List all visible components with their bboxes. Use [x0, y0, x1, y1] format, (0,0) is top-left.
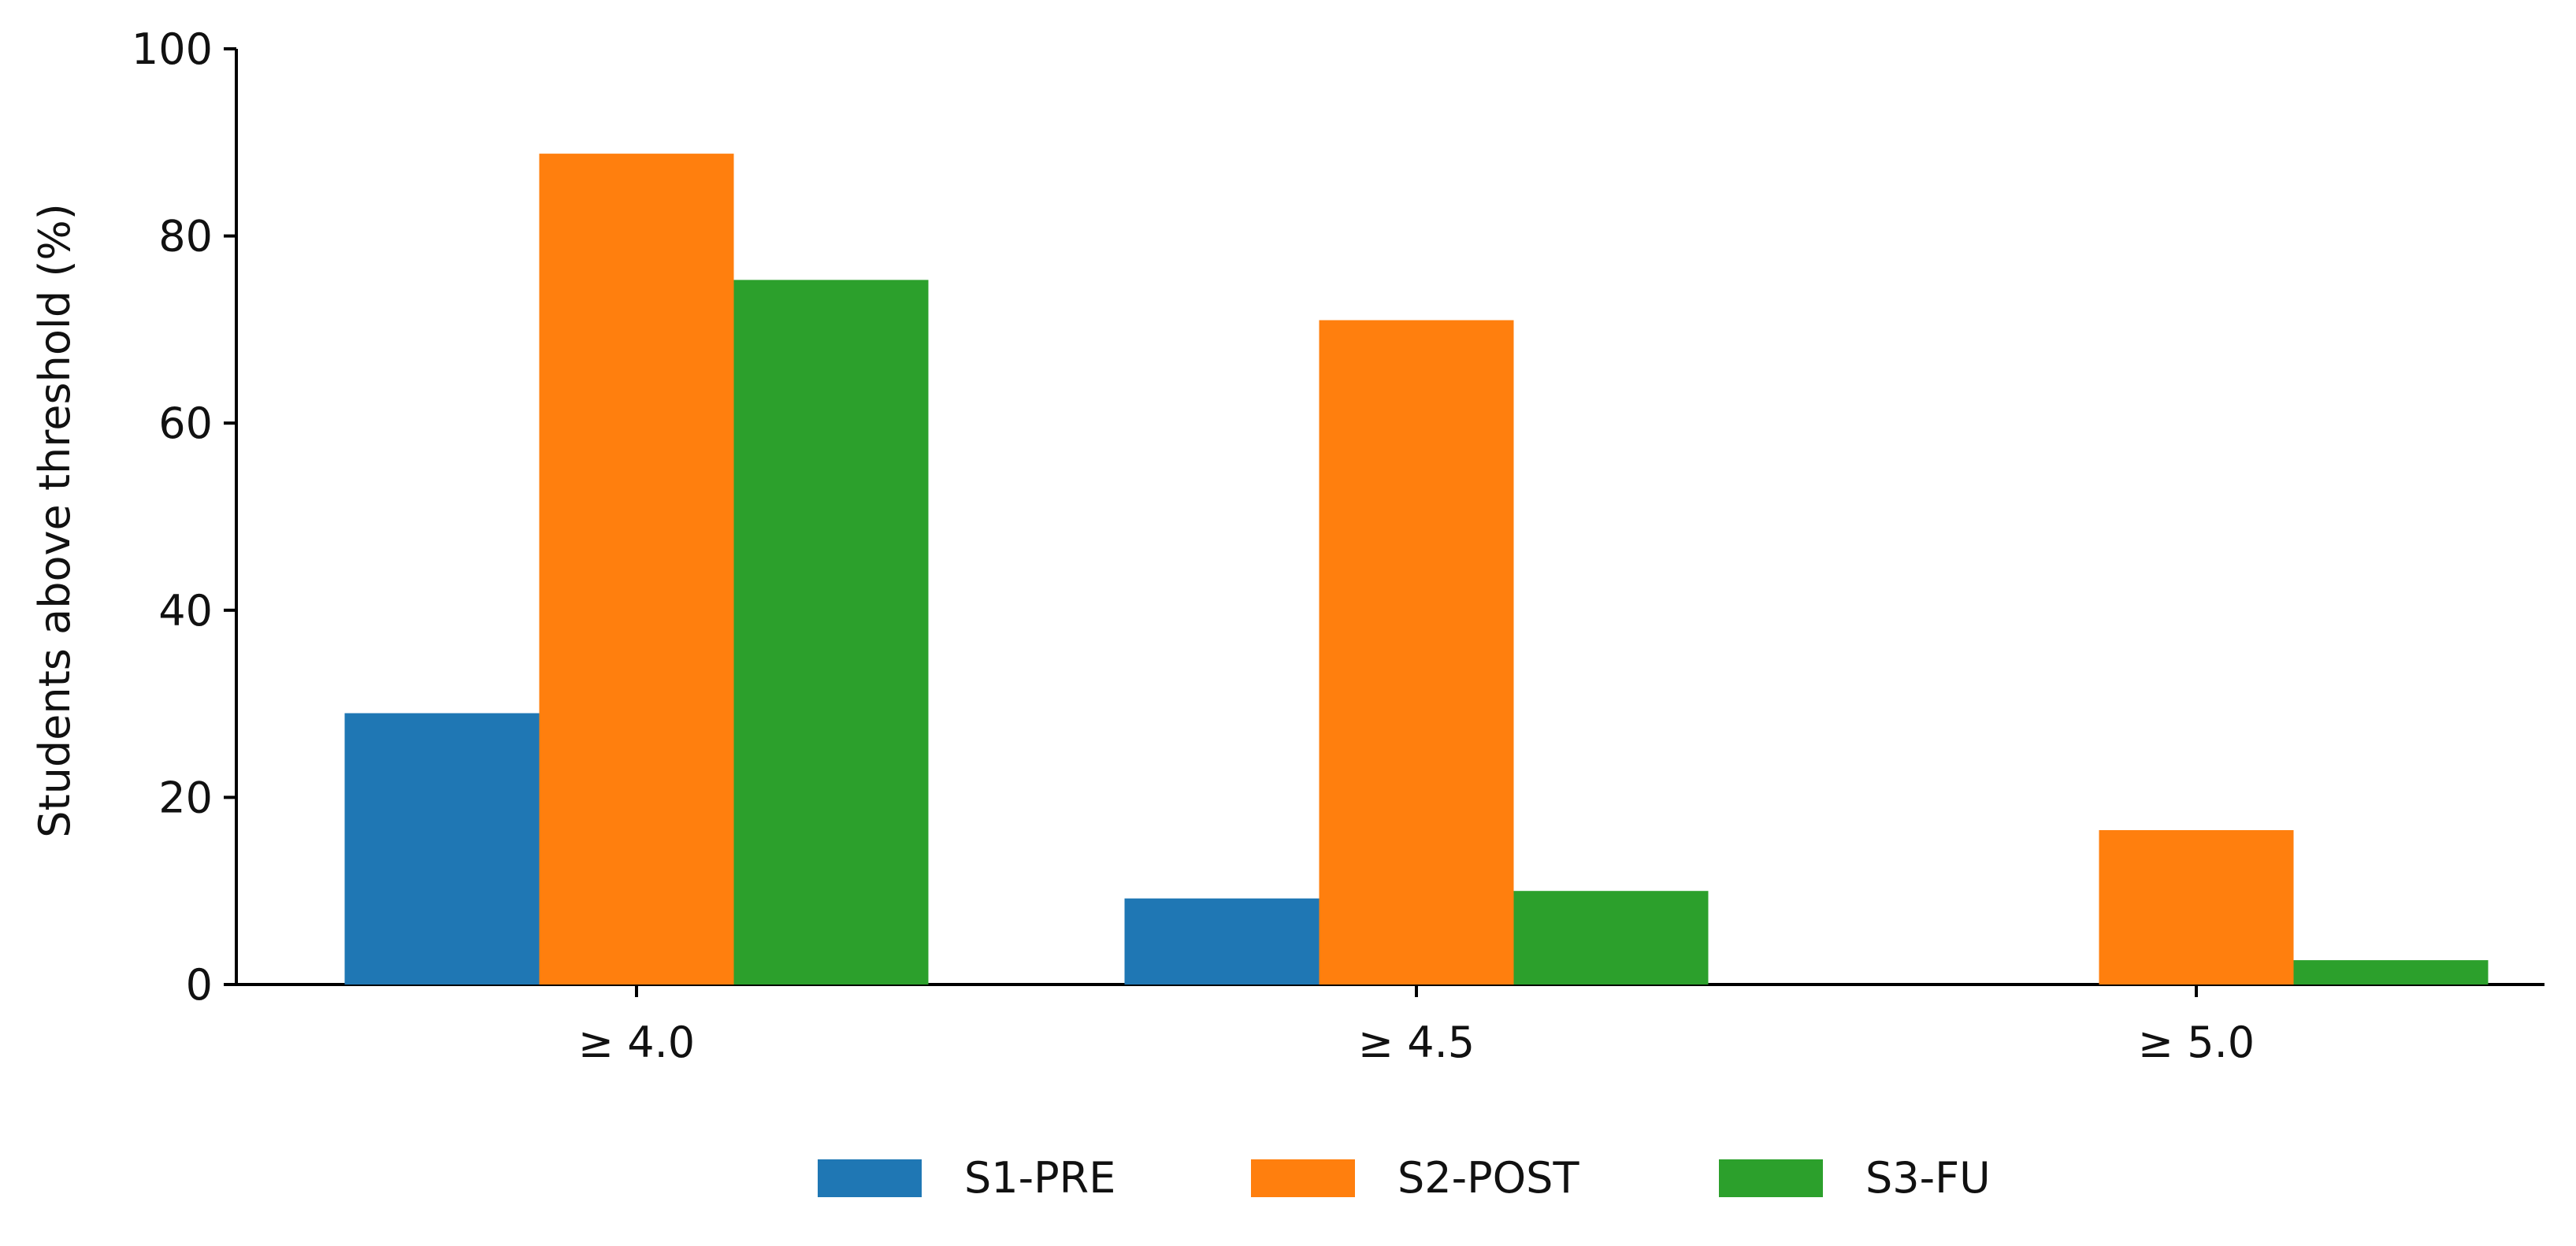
legend-label-s3-fu: S3-FU	[1865, 1153, 1991, 1203]
bar-s1-pre-2	[1124, 898, 1320, 985]
y-tick-label: 40	[158, 586, 213, 636]
legend: S1-PRE S2-POST S3-FU	[818, 1153, 1991, 1203]
legend-label-s2-post: S2-POST	[1397, 1153, 1579, 1203]
x-tick-label: ≥ 4.0	[578, 1018, 695, 1067]
legend-label-s1-pre: S1-PRE	[964, 1153, 1115, 1203]
legend-swatch-s1-pre	[818, 1159, 922, 1197]
bar-s2-post-3	[2099, 830, 2294, 985]
x-tick-label: ≥ 5.0	[2138, 1018, 2255, 1067]
bar-s3-fu-2	[1513, 891, 1709, 985]
bar-s3-fu-1	[733, 280, 929, 985]
labels-layer: 0 20 40 60 80 100 ≥ 4.0 ≥ 4.5 ≥ 5.0 Students abov…	[30, 24, 2255, 1067]
bars-layer	[344, 154, 2489, 985]
y-tick-label: 60	[158, 399, 213, 448]
y-axis-label: Students above threshold (%)	[30, 203, 80, 838]
legend-swatch-s3-fu	[1719, 1159, 1823, 1197]
bar-s2-post-2	[1319, 320, 1514, 985]
bar-s3-fu-3	[2293, 960, 2489, 985]
bar-s2-post-1	[539, 154, 734, 985]
legend-swatch-s2-post	[1251, 1159, 1355, 1197]
y-tick-label: 20	[158, 773, 213, 822]
bar-s1-pre-1	[344, 713, 540, 985]
y-tick-label: 80	[158, 212, 213, 261]
x-tick-label: ≥ 4.5	[1358, 1018, 1475, 1067]
y-tick-label: 100	[132, 24, 213, 74]
y-tick-label: 0	[186, 960, 213, 1010]
